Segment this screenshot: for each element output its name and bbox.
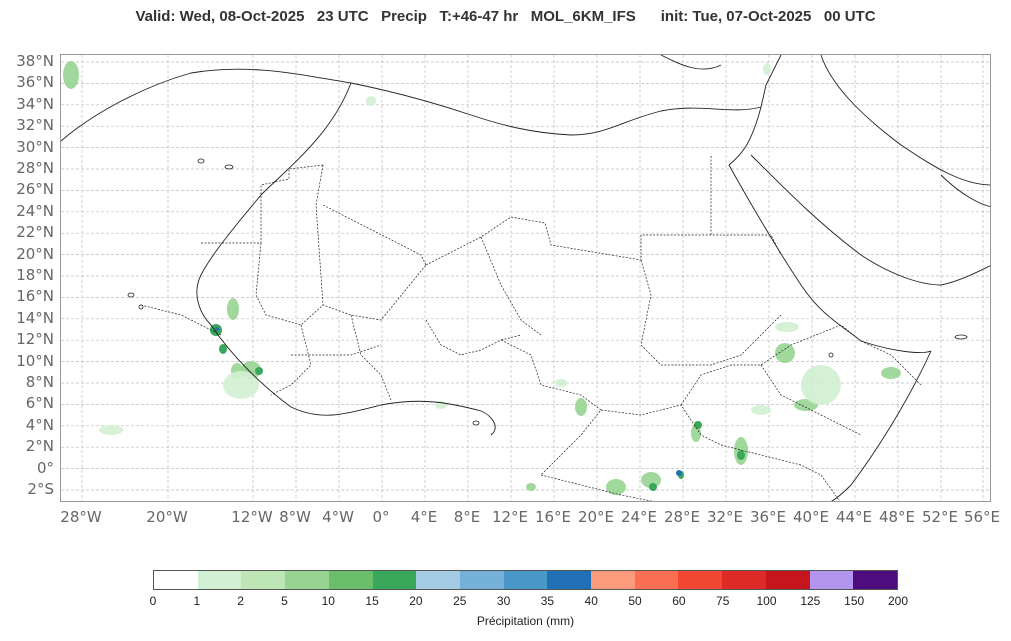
colorbar-tick-label: 5 (281, 594, 288, 608)
longitude-label: 24°E (620, 508, 658, 526)
longitude-label: 40°E (792, 508, 830, 526)
colorbar-cell (503, 571, 548, 589)
colorbar-cell (154, 571, 198, 589)
longitude-label: 32°E (706, 508, 744, 526)
colorbar-tick-label: 75 (716, 594, 730, 608)
colorbar-cell (591, 571, 635, 589)
latitude-label: 36°N (16, 73, 54, 92)
colorbar-cell (372, 571, 417, 589)
colorbar-tick-label: 1 (193, 594, 201, 608)
colorbar-tick-label: 200 (887, 594, 909, 608)
latitude-label: 20°N (16, 244, 54, 263)
colorbar-tick-label: 100 (756, 594, 777, 608)
coastlines (61, 55, 990, 501)
colorbar-tick-label: 30 (496, 594, 511, 608)
colorbar-tick-label: 125 (800, 594, 821, 608)
latitude-label: 8°N (25, 373, 54, 391)
colorbar-tick-label: 0 (149, 594, 157, 608)
map-canvas (61, 55, 990, 501)
colorbar-cell (416, 571, 460, 589)
colorbar-tick-label: 25 (453, 594, 467, 608)
latitude-label: 30°N (16, 137, 54, 156)
colorbar-tick-label: 35 (540, 594, 555, 608)
colorbar-tick-label: 60 (672, 594, 686, 608)
map-title: Valid: Wed, 08-Oct-2025 23 UTC Precip T:… (135, 8, 876, 25)
longitude-label: 20°W (146, 508, 188, 526)
latitude-label: 34°N (16, 94, 54, 113)
latitude-label: 6°N (25, 394, 54, 413)
longitude-label: 12°E (491, 508, 529, 526)
latitude-label: 2°N (25, 437, 54, 456)
latitude-label: 22°N (16, 223, 54, 242)
colorbar-title: Précipitation (mm) (476, 614, 575, 628)
colorbar-cell (678, 571, 723, 589)
longitude-label: 12°W (231, 508, 273, 526)
longitude-label: 48°E (878, 508, 916, 526)
colorbar-cell (853, 571, 897, 589)
colorbar-cell (765, 571, 810, 589)
colorbar-tick-label: 20 (409, 594, 423, 608)
graticule-grid (61, 55, 990, 501)
colorbar-cell (809, 571, 854, 589)
longitude-label: 8°E (453, 508, 481, 526)
latitude-label: 10°N (16, 351, 54, 370)
longitude-label: 16°E (534, 508, 572, 526)
precipitation-fields (63, 61, 901, 495)
colorbar-cell (634, 571, 679, 589)
colorbar-tick-label: 2 (237, 594, 244, 608)
colorbar-cell (241, 571, 286, 589)
colorbar-cell (197, 571, 242, 589)
latitude-label: 0° (36, 458, 54, 477)
latitude-label: 24°N (16, 201, 54, 220)
longitude-label: 0° (372, 508, 390, 526)
precipitation-colorbar (153, 570, 898, 590)
colorbar-tick-label: 10 (321, 594, 335, 608)
colorbar-cell (285, 571, 329, 589)
longitude-label: 4°E (410, 508, 438, 526)
country-borders (140, 155, 922, 501)
latitude-label: 4°N (25, 415, 54, 434)
islands (127, 158, 968, 426)
longitude-label: 36°E (749, 508, 787, 526)
latitude-label: 28°N (16, 159, 54, 177)
colorbar-tick-label: 50 (628, 594, 642, 608)
longitude-label: 8°W (279, 508, 311, 526)
colorbar-cell (722, 571, 766, 589)
latitude-label: 26°N (16, 180, 54, 199)
precipitation-map (60, 54, 991, 502)
latitude-label: 32°N (16, 116, 54, 135)
longitude-label: 56°E (963, 508, 1001, 526)
longitude-label: 52°E (921, 508, 959, 526)
longitude-label: 20°E (577, 508, 615, 526)
colorbar-cell (459, 571, 504, 589)
latitude-label: 2°S (27, 480, 54, 498)
longitude-label: 28°E (663, 508, 701, 526)
latitude-label: 12°N (16, 330, 54, 349)
colorbar-cell (547, 571, 592, 589)
longitude-label: 4°W (322, 508, 354, 526)
latitude-label: 16°N (16, 287, 54, 306)
longitude-label: 28°W (60, 508, 102, 526)
colorbar-tick-label: 150 (844, 594, 865, 608)
longitude-label: 44°E (835, 508, 873, 526)
colorbar-tick-label: 15 (365, 594, 379, 608)
latitude-label: 38°N (16, 52, 54, 70)
latitude-label: 18°N (16, 266, 54, 284)
colorbar-cell (328, 571, 373, 589)
latitude-label: 14°N (16, 308, 54, 327)
colorbar-tick-label: 40 (584, 594, 598, 608)
